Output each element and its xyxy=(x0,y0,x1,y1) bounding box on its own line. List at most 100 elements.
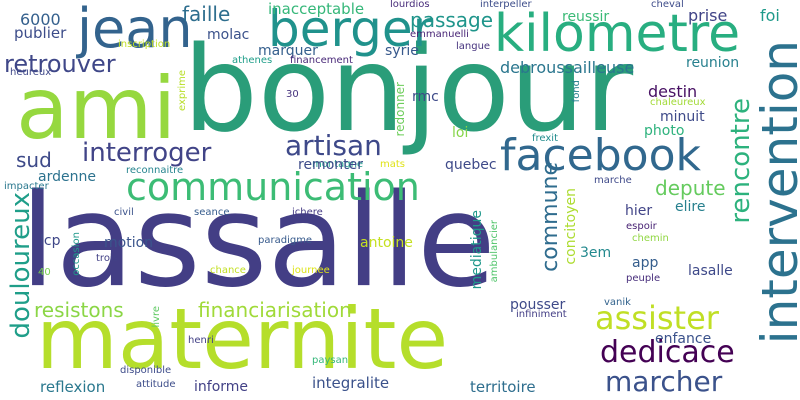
word-espoir: espoir xyxy=(626,221,657,232)
word-interroger: interroger xyxy=(82,138,212,168)
word-montagne: montagne xyxy=(312,159,364,170)
word-remonter: remonter xyxy=(298,157,363,173)
word-reunion: reunion xyxy=(686,55,740,71)
word-langue: langue xyxy=(456,41,491,52)
word-paysan: paysan xyxy=(312,355,349,366)
word-debroussailleuse: debroussailleuse xyxy=(500,58,635,77)
word-disponible: disponible xyxy=(120,365,172,376)
word-ami: ami xyxy=(16,59,177,159)
word-maternite: maternite xyxy=(36,290,449,388)
word-inscription: inscription xyxy=(118,39,171,50)
word-rmc: rmc xyxy=(412,89,439,105)
word-loi: loi xyxy=(452,125,469,141)
word-territoire: territoire xyxy=(470,378,536,396)
word-syrie: syrie xyxy=(385,43,419,59)
word-interpeller: interpeller xyxy=(480,0,532,10)
word-exprime: exprime xyxy=(177,70,188,112)
word-foi: foi xyxy=(760,6,780,25)
word-elire: elire xyxy=(675,199,706,215)
word-photo: photo xyxy=(644,123,685,139)
word-ardenne: ardenne xyxy=(38,169,96,185)
word-publier: publier xyxy=(14,24,67,42)
word-vanik: vanik xyxy=(604,297,631,308)
word-journee: journee xyxy=(292,265,330,276)
word-marcher: marcher xyxy=(605,365,723,398)
word-hier: hier xyxy=(625,203,653,219)
word-civil: civil xyxy=(114,207,134,218)
word-sud: sud xyxy=(16,148,52,172)
word-infiniment: infiniment xyxy=(516,309,567,320)
word-douloureux: douloureux xyxy=(6,192,36,339)
word-heureux: heureux xyxy=(10,67,52,78)
word-athenes: athenes xyxy=(232,55,273,66)
word-dedicace: dedicace xyxy=(600,335,735,370)
word-henri: henri xyxy=(188,335,214,346)
word-marche: marche xyxy=(594,175,632,186)
word-ichere: ichere xyxy=(292,207,323,218)
word-enfance: enfance xyxy=(655,331,712,347)
word-antoine: antoine xyxy=(360,235,413,251)
word-cheval: cheval xyxy=(651,0,684,10)
word-minuit: minuit xyxy=(660,109,705,125)
word-impacter: impacter xyxy=(4,181,49,192)
word-reconnaitre: reconnaitre xyxy=(126,165,184,176)
word-inacceptable: inacceptable xyxy=(268,0,365,18)
word-lassalle: lassalle xyxy=(20,167,496,316)
word-chaleureux: chaleureux xyxy=(650,97,706,108)
word-concitoyen: concitoyen xyxy=(563,188,579,265)
word-emmanuelli: emmanuelli xyxy=(410,29,469,40)
word-pousser: pousser xyxy=(510,297,566,313)
word-6000: 6000 xyxy=(20,10,61,29)
word-app: app xyxy=(632,255,659,271)
word-lourdios: lourdios xyxy=(390,0,430,10)
word-trois: trois xyxy=(96,253,118,264)
word-fond: fond xyxy=(571,80,582,103)
word-ambulancier: ambulancier xyxy=(489,220,500,283)
word-lcp: lcp xyxy=(40,233,61,249)
word-kilometre: kilometre xyxy=(494,4,741,64)
word-retrouver: retrouver xyxy=(4,50,116,78)
word-resistons: resistons xyxy=(34,298,124,322)
word-mats: mats xyxy=(380,159,405,170)
word-communication: communication xyxy=(126,165,420,209)
word-passage: passage xyxy=(410,8,494,32)
word-facebook: facebook xyxy=(500,130,701,181)
word-berger: berger xyxy=(268,0,434,58)
word-prise: prise xyxy=(688,6,728,25)
word-depute: depute xyxy=(655,176,726,200)
word-3em: 3em xyxy=(580,245,612,261)
word-bonjour: bonjour xyxy=(183,20,634,158)
word-paradigme: paradigme xyxy=(258,235,313,246)
word-lasalle: lasalle xyxy=(688,263,733,279)
word-livre: livre xyxy=(151,306,162,328)
word-jean: jean xyxy=(77,0,193,60)
word-integralite: integralite xyxy=(312,374,390,392)
word-frexit: frexit xyxy=(532,133,559,144)
word-reflexion: reflexion xyxy=(40,378,106,396)
word-artisan: artisan xyxy=(285,129,382,162)
word-financement: financement xyxy=(290,55,353,66)
word-marquer: marquer xyxy=(258,43,318,59)
word-40: 40 xyxy=(38,267,51,278)
word-seance: seance xyxy=(194,207,230,218)
word-intervention: intervention xyxy=(751,40,800,345)
word-commune: commune xyxy=(538,162,563,272)
word-peuple: peuple xyxy=(626,273,661,284)
word-30: 30 xyxy=(286,89,299,100)
word-attitude: attitude xyxy=(136,379,176,390)
word-chance: chance xyxy=(210,265,246,276)
word-reussir: reussir xyxy=(562,9,610,25)
word-assister: assister xyxy=(595,299,719,337)
word-motion: motion xyxy=(104,235,154,251)
word-financiarisation: financiarisation xyxy=(198,298,352,322)
word-destin: destin xyxy=(648,82,698,101)
word-rencontre: rencontre xyxy=(726,98,756,224)
word-occasion: occasion xyxy=(71,232,82,276)
word-quebec: quebec xyxy=(445,157,497,173)
word-redonner: redonner xyxy=(393,82,407,137)
word-molac: molac xyxy=(207,27,250,43)
word-mediatique: mediatique xyxy=(469,210,485,290)
word-chemin: chemin xyxy=(632,233,669,244)
word-faille: faille xyxy=(182,2,231,26)
